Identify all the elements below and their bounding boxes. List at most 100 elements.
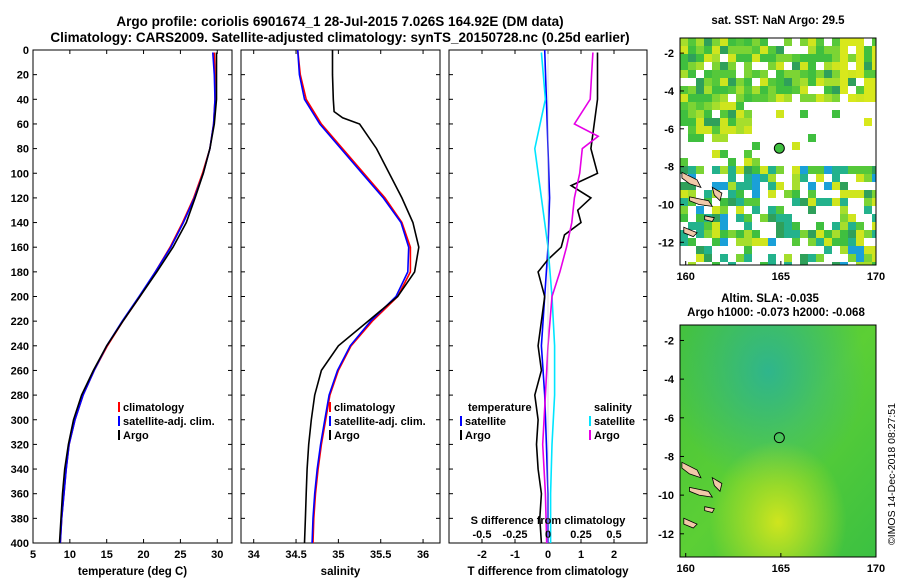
- sst-cell: [720, 110, 728, 118]
- legend-title-salinity: salinity: [594, 402, 633, 414]
- map-lat-label: -10: [658, 199, 674, 211]
- sst-cell: [680, 198, 688, 206]
- sst-cell: [728, 102, 736, 110]
- sst-cell: [808, 70, 816, 78]
- sst-cell: [736, 110, 744, 118]
- sst-cell: [792, 142, 800, 150]
- sst-cell: [736, 54, 744, 62]
- sst-cell: [728, 126, 736, 134]
- sst-cell: [832, 86, 840, 94]
- sst-cell: [728, 230, 736, 238]
- legend-label-satellite: satellite-adj. clim.: [334, 416, 426, 428]
- depth-tick-label: 380: [11, 513, 29, 525]
- sst-cell: [704, 126, 712, 134]
- sst-cell: [720, 198, 728, 206]
- sst-cell: [712, 54, 720, 62]
- sst-cell: [872, 94, 876, 102]
- sst-cell: [752, 46, 760, 54]
- sst-cell: [760, 46, 768, 54]
- sst-cell: [808, 230, 816, 238]
- sst-cell: [856, 94, 864, 102]
- sst-cell: [760, 70, 768, 78]
- sst-cell: [680, 110, 688, 118]
- sst-cell: [712, 166, 720, 174]
- sst-cell: [872, 254, 876, 262]
- sst-cell: [704, 78, 712, 86]
- sst-cell: [840, 78, 848, 86]
- sst-cell: [800, 230, 808, 238]
- s-axis-label: S difference from climatology: [471, 515, 627, 527]
- sst-cell: [736, 198, 744, 206]
- sst-cell: [872, 70, 876, 78]
- sst-cell: [728, 54, 736, 62]
- sst-cell: [816, 230, 824, 238]
- depth-tick-label: 120: [11, 193, 29, 205]
- sst-cell: [832, 70, 840, 78]
- map-lat-label: -8: [664, 162, 674, 174]
- sst-cell: [792, 54, 800, 62]
- sst-cell: [752, 174, 760, 182]
- map-lat-label: -6: [664, 413, 674, 425]
- sst-cell: [696, 246, 704, 254]
- sst-cell: [768, 86, 776, 94]
- sst-cell: [760, 214, 768, 222]
- sst-cell: [784, 254, 792, 262]
- salinity-axes-frame: [240, 49, 441, 544]
- sst-cell: [824, 198, 832, 206]
- sst-cell: [832, 174, 840, 182]
- s-tick-label: 0.25: [570, 529, 591, 541]
- sst-cell: [736, 166, 744, 174]
- sst-cell: [832, 78, 840, 86]
- sst-cell: [840, 166, 848, 174]
- sst-cell: [688, 182, 696, 190]
- sst-cell: [720, 118, 728, 126]
- sst-cell: [848, 70, 856, 78]
- sst-cell: [712, 70, 720, 78]
- sst-cell: [792, 78, 800, 86]
- sst-cell: [824, 54, 832, 62]
- sst-cell: [832, 230, 840, 238]
- argo-location-marker: [773, 432, 785, 444]
- sst-cell: [688, 38, 696, 46]
- sst-cell: [704, 254, 712, 262]
- sst-cell: [856, 254, 864, 262]
- sst-cell: [712, 78, 720, 86]
- sst-cell: [720, 166, 728, 174]
- sst-cell: [688, 46, 696, 54]
- sst-cell: [784, 222, 792, 230]
- depth-tick-label: 60: [17, 119, 29, 131]
- sst-cell: [776, 70, 784, 78]
- sst-cell: [800, 94, 808, 102]
- sst-cell: [856, 246, 864, 254]
- sst-cell: [872, 62, 876, 70]
- sst-cell: [680, 94, 688, 102]
- map-lat-label: -2: [664, 48, 674, 60]
- depth-tick-label: 100: [11, 168, 29, 180]
- sst-cell: [736, 46, 744, 54]
- depth-tick-label: 0: [23, 45, 29, 57]
- sst-cell: [864, 70, 872, 78]
- legend-label-t-argo: Argo: [465, 430, 491, 442]
- sst-cell: [752, 230, 760, 238]
- sst-cell: [792, 62, 800, 70]
- sst-cell: [768, 262, 776, 265]
- sst-cell: [808, 78, 816, 86]
- temperature-xlabel: temperature (deg C): [78, 566, 187, 578]
- depth-tick-label: 160: [11, 242, 29, 254]
- depth-tick-label: 240: [11, 341, 29, 353]
- sst-cell: [816, 174, 824, 182]
- sst-cell: [848, 54, 856, 62]
- sst-cell: [720, 238, 728, 246]
- sst-cell: [816, 38, 824, 46]
- sst-cell: [848, 214, 856, 222]
- sst-cell: [704, 222, 712, 230]
- sst-cell: [752, 206, 760, 214]
- sst-cell: [736, 126, 744, 134]
- sst-cell: [872, 222, 876, 230]
- sst-cell: [784, 230, 792, 238]
- sst-cell: [808, 206, 816, 214]
- sst-cell: [776, 78, 784, 86]
- sst-cell: [800, 86, 808, 94]
- sst-cell: [688, 126, 696, 134]
- temperature-xtick-label: 30: [211, 549, 223, 561]
